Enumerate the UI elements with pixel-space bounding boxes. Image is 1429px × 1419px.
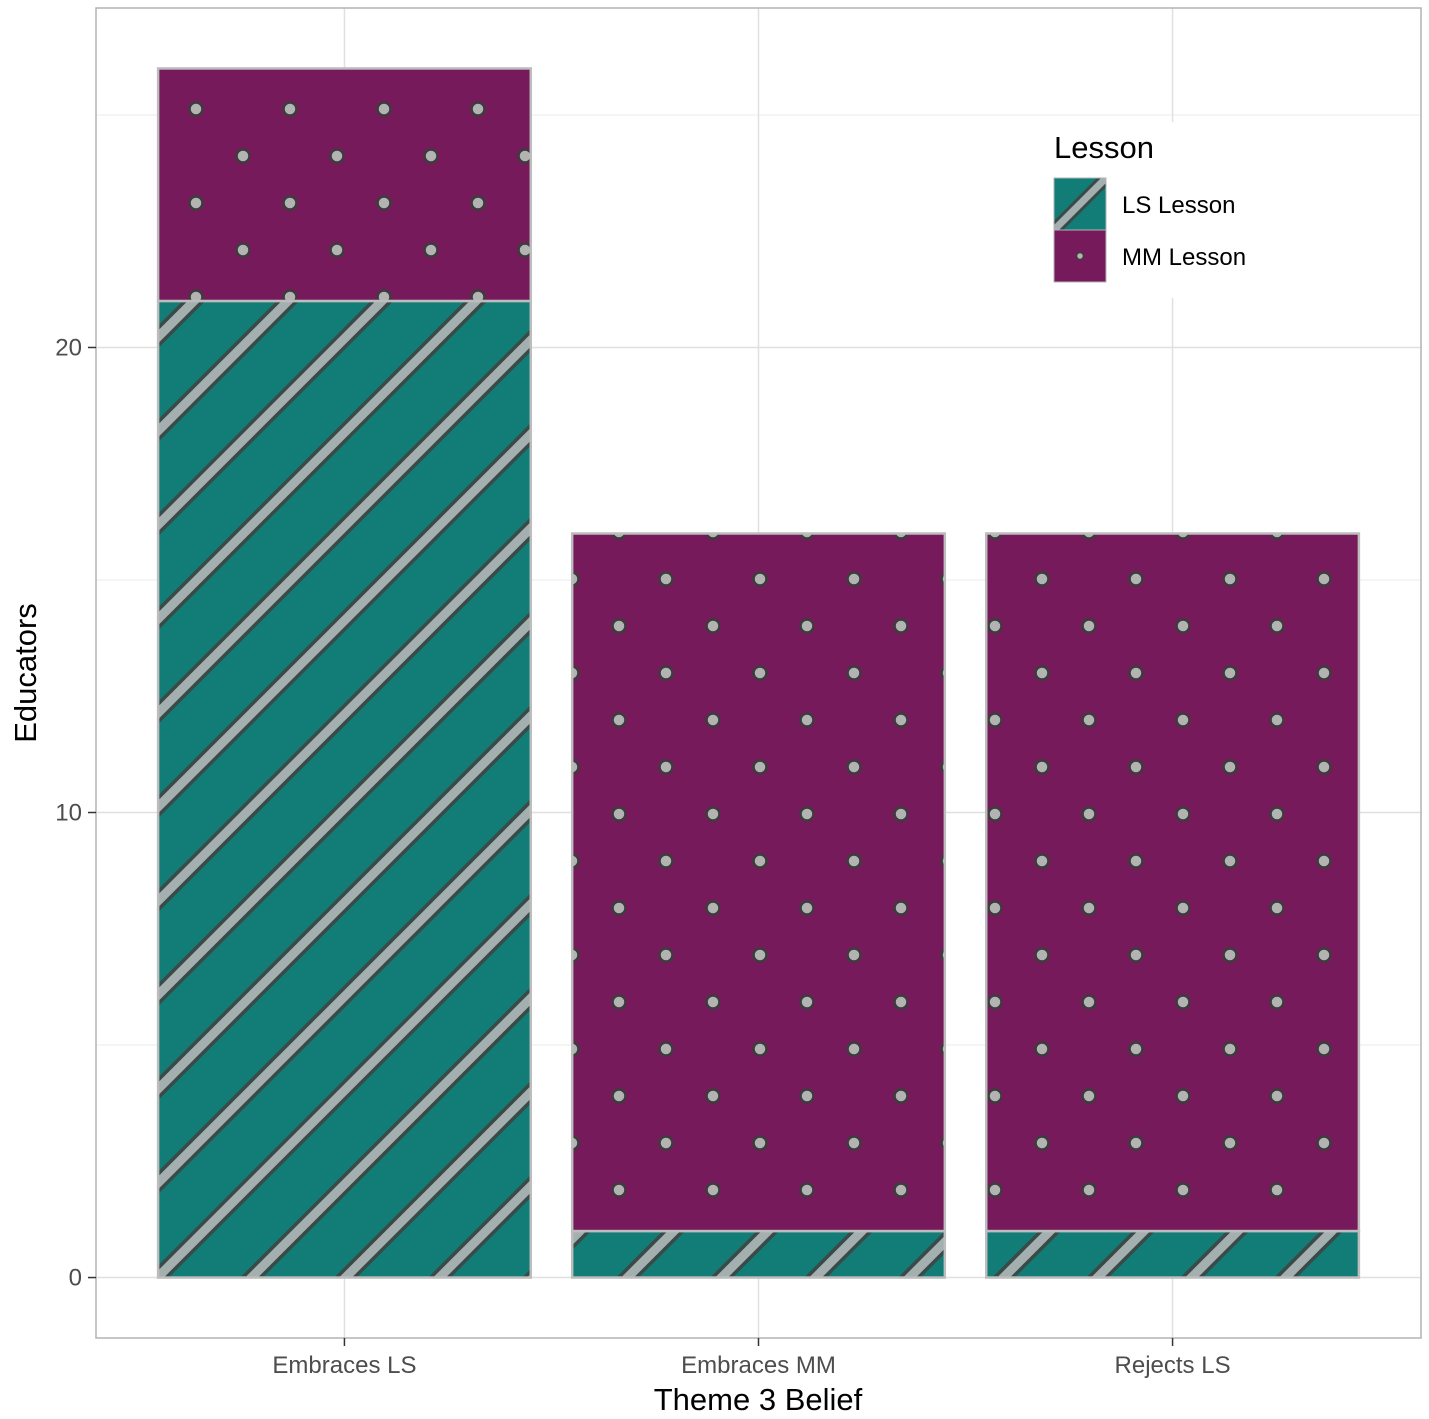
x-axis-title: Theme 3 Belief [654, 1382, 863, 1417]
bar-pattern-rejects-ls-ls-lesson [984, 1229, 1361, 1279]
y-axis-title: Educators [8, 603, 43, 743]
bar-pattern-rejects-ls-mm-lesson [984, 532, 1361, 1233]
legend-label-ls-lesson: LS Lesson [1122, 192, 1235, 219]
legend-title: Lesson [1054, 130, 1154, 165]
x-tick-label: Embraces LS [272, 1352, 416, 1379]
legend-key-ls-lesson-pattern [1053, 177, 1107, 231]
y-tick-label: 10 [55, 800, 82, 827]
legend-label-mm-lesson: MM Lesson [1122, 244, 1246, 271]
bars [156, 67, 1361, 1279]
y-tick-label: 20 [55, 334, 82, 361]
legend: Lesson LS Lesson MM Lesson [1040, 122, 1300, 298]
y-tick-label: 0 [69, 1265, 82, 1292]
legend-key-mm-lesson-dot [1075, 251, 1085, 261]
x-axis: Embraces LS Embraces MM Rejects LS [272, 1338, 1231, 1379]
bar-pattern-embraces-ls-mm-lesson [156, 67, 533, 303]
bar-pattern-embraces-ls-ls-lesson [156, 299, 533, 1279]
y-axis: 0 10 20 [55, 334, 96, 1292]
x-tick-label: Rejects LS [1115, 1352, 1231, 1379]
bar-pattern-embraces-mm-ls-lesson [570, 1229, 947, 1279]
x-tick-label: Embraces MM [681, 1352, 836, 1379]
bar-pattern-embraces-mm-mm-lesson [570, 532, 947, 1233]
